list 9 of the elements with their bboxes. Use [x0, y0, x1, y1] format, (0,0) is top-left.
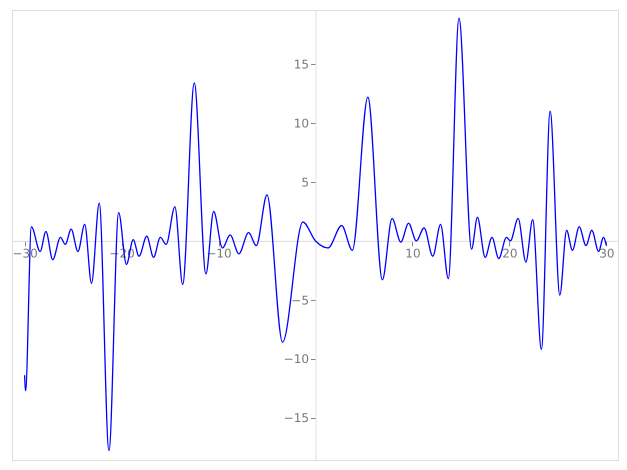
y-tick-label: −15 [284, 411, 309, 426]
x-tick-label: 30 [599, 246, 615, 260]
y-tick-label: −10 [284, 352, 309, 366]
x-tick-label: 10 [405, 246, 421, 260]
y-tick-label: 15 [294, 58, 309, 72]
y-tick-label: 10 [294, 116, 309, 131]
y-tick-label: −5 [291, 293, 309, 308]
y-tick-label: 5 [301, 175, 309, 190]
x-tick-label: 20 [502, 246, 518, 260]
